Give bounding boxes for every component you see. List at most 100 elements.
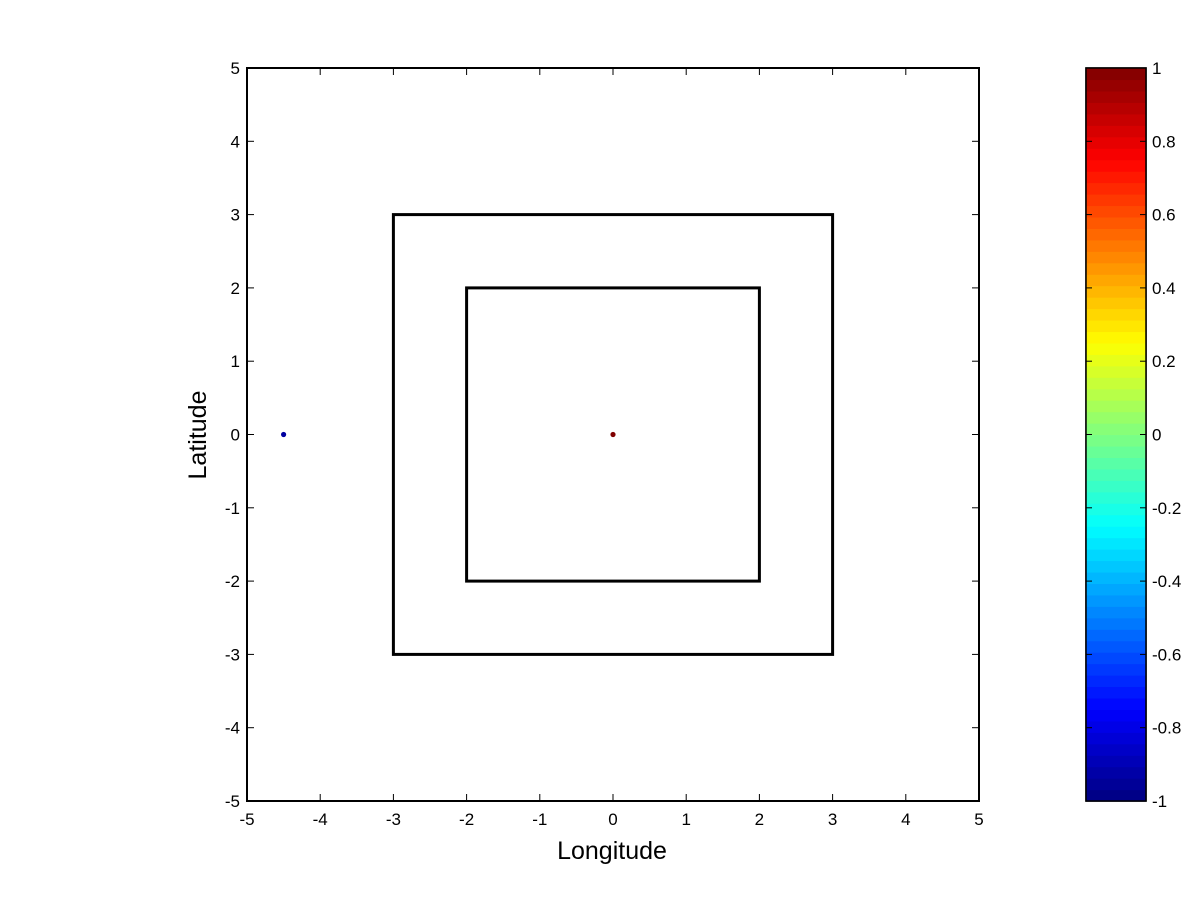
x-tick-label: 2 bbox=[755, 810, 764, 829]
colorbar-band bbox=[1086, 457, 1146, 470]
colorbar-band bbox=[1086, 491, 1146, 504]
x-tick-label: 3 bbox=[828, 810, 837, 829]
y-tick-label: 5 bbox=[231, 59, 240, 78]
data-point bbox=[610, 431, 616, 438]
x-tick-label: -2 bbox=[459, 810, 474, 829]
colorbar-band bbox=[1086, 239, 1146, 252]
y-tick-label: 2 bbox=[231, 279, 240, 298]
colorbar-ticks: 1 0.8 0.6 0.4 0.2 0 -0.2 -0.4 -0.6 -0.8 -1 bbox=[1086, 59, 1181, 811]
x-axis-ticks: -5 -4 -3 -2 -1 0 1 2 3 4 5 bbox=[239, 68, 984, 829]
colorbar-band bbox=[1086, 709, 1146, 722]
colorbar-band bbox=[1086, 388, 1146, 401]
colorbar-band bbox=[1086, 319, 1146, 333]
colorbar-band bbox=[1086, 216, 1146, 229]
y-axis-label: Latitude bbox=[184, 391, 212, 480]
colorbar-tick-label: 0.2 bbox=[1152, 352, 1176, 371]
colorbar-tick-label: -1 bbox=[1152, 792, 1167, 811]
colorbar-band bbox=[1086, 766, 1146, 779]
colorbar-band bbox=[1086, 193, 1146, 207]
colorbar-band bbox=[1086, 617, 1146, 630]
colorbar-band bbox=[1086, 182, 1146, 195]
colorbar-band bbox=[1086, 79, 1146, 92]
y-tick-label: -1 bbox=[225, 499, 240, 518]
x-tick-label: -4 bbox=[313, 810, 328, 829]
x-axis-label: Longitude bbox=[557, 837, 667, 865]
y-tick-label: -3 bbox=[225, 645, 240, 664]
colorbar-band bbox=[1086, 697, 1146, 710]
colorbar-tick-label: -0.8 bbox=[1152, 719, 1181, 738]
colorbar-band bbox=[1086, 274, 1146, 287]
colorbar-band bbox=[1086, 102, 1146, 115]
colorbar-band bbox=[1086, 228, 1146, 241]
colorbar-tick-label: -0.6 bbox=[1152, 645, 1181, 664]
colorbar-band bbox=[1086, 629, 1146, 642]
colorbar-band bbox=[1086, 411, 1146, 424]
x-tick-label: -1 bbox=[532, 810, 547, 829]
colorbar-band bbox=[1086, 778, 1146, 791]
colorbar-band bbox=[1086, 755, 1146, 768]
colorbar-band bbox=[1086, 663, 1146, 676]
colorbar-tick-label: 0.4 bbox=[1152, 279, 1176, 298]
colorbar-band bbox=[1086, 400, 1146, 413]
colorbar-band bbox=[1086, 468, 1146, 481]
plot-area: -5 -4 -3 -2 -1 0 1 2 3 4 5 -5 -4 -3 -2 -1 0 1 2 3 4 5 bbox=[225, 59, 984, 829]
data-point bbox=[281, 431, 287, 438]
colorbar-band bbox=[1086, 90, 1146, 103]
y-tick-label: -2 bbox=[225, 572, 240, 591]
colorbar: 1 0.8 0.6 0.4 0.2 0 -0.2 -0.4 -0.6 -0.8 -1 bbox=[1085, 59, 1181, 811]
colorbar-tick-label: 0 bbox=[1152, 426, 1161, 445]
colorbar-band bbox=[1086, 308, 1146, 321]
colorbar-band bbox=[1086, 285, 1146, 298]
colorbar-band bbox=[1086, 720, 1146, 733]
colorbar-tick-label: 1 bbox=[1152, 59, 1161, 78]
colorbar-band bbox=[1086, 686, 1146, 699]
data-points bbox=[281, 431, 616, 438]
y-tick-label: 1 bbox=[231, 352, 240, 371]
colorbar-band bbox=[1086, 514, 1146, 527]
colorbar-band bbox=[1086, 68, 1146, 81]
colorbar-band bbox=[1086, 159, 1146, 172]
colorbar-band bbox=[1086, 331, 1146, 344]
y-tick-label: -4 bbox=[225, 719, 240, 738]
boundary-rectangles bbox=[391, 213, 835, 656]
x-tick-label: 1 bbox=[681, 810, 690, 829]
colorbar-band bbox=[1086, 297, 1146, 310]
colorbar-band bbox=[1086, 354, 1146, 367]
colorbar-band bbox=[1086, 789, 1146, 802]
colorbar-band bbox=[1086, 113, 1146, 126]
colorbar-tick-label: -0.4 bbox=[1152, 572, 1181, 591]
colorbar-band bbox=[1086, 434, 1146, 447]
colorbar-band bbox=[1086, 675, 1146, 688]
colorbar-band bbox=[1086, 445, 1146, 459]
colorbar-band bbox=[1086, 125, 1146, 138]
colorbar-band bbox=[1086, 526, 1146, 539]
colorbar-band bbox=[1086, 148, 1146, 161]
x-tick-label: 0 bbox=[608, 810, 617, 829]
colorbar-band bbox=[1086, 606, 1146, 619]
x-tick-label: 5 bbox=[974, 810, 983, 829]
colorbar-band bbox=[1086, 205, 1146, 218]
colorbar-tick-label: 0.6 bbox=[1152, 206, 1176, 225]
colorbar-band bbox=[1086, 594, 1146, 607]
x-tick-label: 4 bbox=[901, 810, 910, 829]
colorbar-tick-label: 0.8 bbox=[1152, 132, 1176, 151]
colorbar-band bbox=[1086, 342, 1146, 355]
y-axis-ticks: -5 -4 -3 -2 -1 0 1 2 3 4 5 bbox=[225, 59, 979, 811]
boundary-rectangle bbox=[391, 213, 835, 656]
colorbar-band bbox=[1086, 377, 1146, 390]
colorbar-band bbox=[1086, 560, 1146, 573]
colorbar-band bbox=[1086, 251, 1146, 264]
colorbar-band bbox=[1086, 743, 1146, 756]
colorbar-band bbox=[1086, 583, 1146, 596]
colorbar-tick-label: -0.2 bbox=[1152, 499, 1181, 518]
colorbar-band bbox=[1086, 136, 1146, 149]
y-tick-label: -5 bbox=[225, 792, 240, 811]
y-tick-label: 0 bbox=[231, 426, 240, 445]
colorbar-band bbox=[1086, 365, 1146, 378]
x-tick-label: -5 bbox=[239, 810, 254, 829]
colorbar-band bbox=[1086, 732, 1146, 745]
colorbar-band bbox=[1086, 652, 1146, 665]
colorbar-band bbox=[1086, 537, 1146, 550]
colorbar-band bbox=[1086, 262, 1146, 275]
